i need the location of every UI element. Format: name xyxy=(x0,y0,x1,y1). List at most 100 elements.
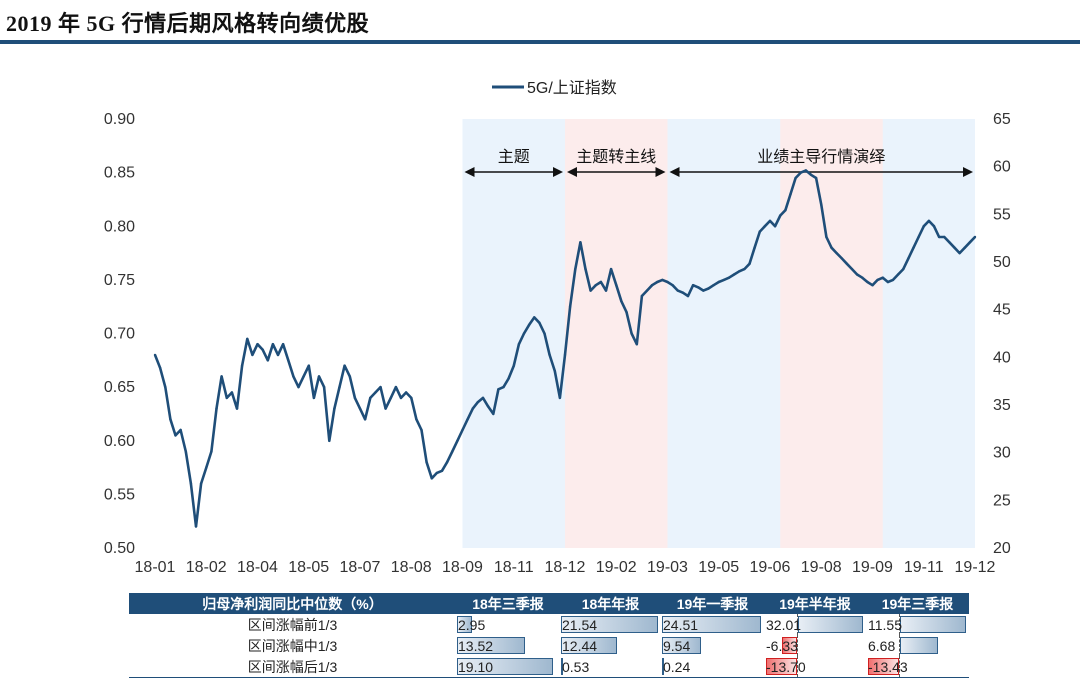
phase-label-2: 业绩主导行情演绎 xyxy=(757,148,885,166)
data-point xyxy=(691,284,695,287)
data-point xyxy=(886,280,890,284)
data-point xyxy=(430,477,433,480)
x-axis-tick: 18-01 xyxy=(135,559,176,576)
data-point xyxy=(743,267,746,271)
phase-annotations: 主题 主题转主线 业绩主导行情演绎 xyxy=(464,148,973,177)
table-cell: -13.70 xyxy=(764,656,866,678)
data-point xyxy=(456,439,459,442)
right-axis-tick: 45 xyxy=(993,302,1011,319)
x-axis-tick: 18-08 xyxy=(391,559,432,576)
row-label: 区间涨幅后1/3 xyxy=(129,656,456,678)
data-point xyxy=(179,428,182,432)
data-point xyxy=(789,192,792,196)
right-axis-tick: 65 xyxy=(993,111,1011,128)
phase-arrow-head-right-0 xyxy=(553,167,563,177)
data-point xyxy=(507,377,510,380)
data-point xyxy=(794,176,797,180)
phase-arrow-head-left-2 xyxy=(669,167,680,177)
data-point xyxy=(563,353,567,357)
legend: 5G/上证指数 xyxy=(492,79,617,97)
data-point xyxy=(830,246,833,249)
data-point xyxy=(230,391,234,394)
data-point xyxy=(845,262,849,265)
table-header-cell: 19年三季报 xyxy=(866,593,969,614)
data-point xyxy=(881,276,884,279)
data-point xyxy=(953,246,956,249)
data-point xyxy=(645,289,649,292)
left-axis-tick: 0.80 xyxy=(104,218,135,235)
table-cell: 2.95 xyxy=(456,614,560,635)
x-axis-tick: 19-03 xyxy=(647,559,688,576)
data-point xyxy=(584,267,587,271)
left-axis-tick: 0.55 xyxy=(104,486,135,503)
data-point xyxy=(199,482,203,485)
data-point xyxy=(374,391,377,394)
data-point xyxy=(476,400,480,404)
cell-value: 21.54 xyxy=(562,616,598,633)
data-point xyxy=(891,278,895,282)
data-point xyxy=(440,469,444,472)
data-point xyxy=(748,262,751,265)
left-axis-tick: 0.90 xyxy=(104,111,135,128)
data-bar xyxy=(782,637,797,654)
data-point xyxy=(568,305,572,308)
data-point xyxy=(153,353,157,357)
data-bar xyxy=(662,616,761,633)
data-point xyxy=(210,450,213,453)
data-point xyxy=(732,273,736,276)
data-point xyxy=(804,169,808,172)
x-axis-tick: 19-12 xyxy=(955,559,996,576)
left-axis-tick: 0.75 xyxy=(104,272,135,289)
x-axis-tick: 19-06 xyxy=(750,559,791,576)
data-point xyxy=(814,176,818,180)
data-point xyxy=(471,407,474,410)
data-point xyxy=(343,364,346,367)
data-point xyxy=(333,407,336,410)
data-point xyxy=(861,276,864,279)
data-bar xyxy=(561,616,658,633)
data-point xyxy=(302,375,305,378)
right-axis-tick: 40 xyxy=(993,349,1011,366)
data-point xyxy=(738,270,741,273)
cell-value: 9.54 xyxy=(663,637,691,654)
phase-arrow-head-left-0 xyxy=(464,167,475,177)
data-point xyxy=(799,171,802,174)
data-point xyxy=(963,246,966,249)
table-cell: 0.24 xyxy=(661,656,764,678)
data-point xyxy=(215,407,218,410)
data-point xyxy=(256,343,259,346)
data-point xyxy=(312,396,316,400)
table-row: 区间涨幅后1/3 19.10 0.53 0.24 -13.70 -13.43 xyxy=(129,656,969,678)
right-axis-tick: 30 xyxy=(993,445,1011,462)
data-point xyxy=(415,418,418,421)
phase-arrow-head-right-2 xyxy=(963,167,973,177)
data-point xyxy=(948,241,951,244)
data-point xyxy=(871,284,874,287)
data-point xyxy=(410,396,413,400)
legend-label: 5G/上证指数 xyxy=(527,79,617,97)
data-point xyxy=(937,235,941,239)
cell-value: 12.44 xyxy=(562,637,598,654)
cell-value: 6.68 xyxy=(868,637,896,654)
table-row: 区间涨幅中1/3 13.52 12.44 9.54 -6.33 6.68 xyxy=(129,635,969,656)
data-point xyxy=(394,385,398,389)
data-point xyxy=(328,439,331,442)
left-axis-tick: 0.50 xyxy=(104,540,135,557)
data-point xyxy=(850,267,854,271)
data-point xyxy=(702,289,705,292)
table-cell: 24.51 xyxy=(661,614,764,635)
data-point xyxy=(932,225,936,228)
data-point xyxy=(763,225,767,228)
right-axis-tick: 35 xyxy=(993,397,1011,414)
data-point xyxy=(599,280,603,284)
data-point xyxy=(358,407,362,410)
data-point xyxy=(184,450,187,453)
bar-axis-line xyxy=(899,614,900,635)
data-bar xyxy=(900,616,966,633)
table-cell: -6.33 xyxy=(764,635,866,656)
right-axis-tick: 50 xyxy=(993,254,1011,271)
data-point xyxy=(589,289,592,292)
data-point xyxy=(630,332,633,335)
data-point xyxy=(338,385,341,389)
data-point xyxy=(876,278,879,282)
